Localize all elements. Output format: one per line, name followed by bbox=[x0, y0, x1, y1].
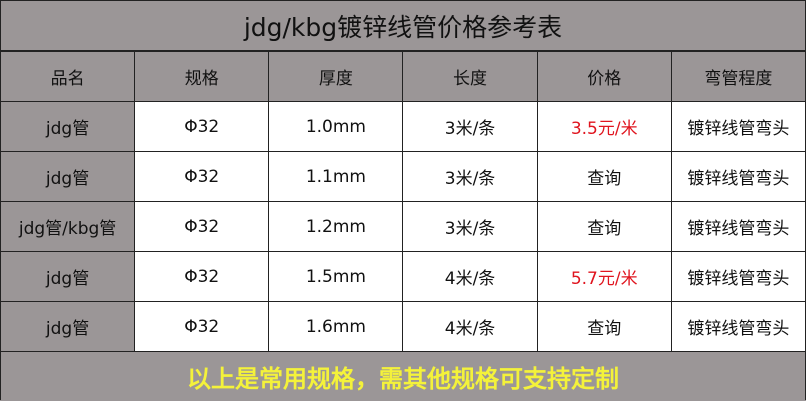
column-header: 弯管程度 bbox=[670, 51, 806, 102]
table-cell: Φ32 bbox=[134, 201, 270, 252]
table-cell: 3米/条 bbox=[402, 101, 538, 152]
table-row: jdg管 Φ32 1.5mm 4米/条 5.7元/米 镀锌线管弯头 bbox=[0, 251, 806, 302]
table-row: jdg管/kbg管 Φ32 1.2mm 3米/条 查询 镀锌线管弯头 bbox=[0, 201, 806, 252]
table-cell: 1.0mm bbox=[268, 101, 404, 152]
table-cell: 1.1mm bbox=[268, 151, 404, 202]
price-table: 品名 规格 厚度 长度 价格 弯管程度 jdg管 Φ32 1.0mm 3米/条 3.5元/米 镀锌线管… bbox=[0, 51, 806, 352]
table-cell: jdg管/kbg管 bbox=[0, 201, 136, 252]
column-header: 规格 bbox=[134, 51, 270, 102]
table-cell: Φ32 bbox=[134, 301, 270, 352]
table-cell: jdg管 bbox=[0, 101, 136, 152]
table-cell: 镀锌线管弯头 bbox=[670, 251, 806, 302]
table-cell: 查询 bbox=[536, 301, 672, 352]
table-cell: 3米/条 bbox=[402, 151, 538, 202]
footer-note: 以上是常用规格，需其他规格可支持定制 bbox=[1, 352, 805, 401]
table-row: jdg管 Φ32 1.1mm 3米/条 查询 镀锌线管弯头 bbox=[0, 151, 806, 202]
table-cell: 1.2mm bbox=[268, 201, 404, 252]
column-header: 价格 bbox=[536, 51, 672, 102]
table-cell: 5.7元/米 bbox=[536, 251, 672, 302]
table-cell: 1.5mm bbox=[268, 251, 404, 302]
column-header: 品名 bbox=[0, 51, 136, 102]
table-cell: jdg管 bbox=[0, 151, 136, 202]
table-cell: 镀锌线管弯头 bbox=[670, 301, 806, 352]
table-cell: 镀锌线管弯头 bbox=[670, 201, 806, 252]
table-cell: jdg管 bbox=[0, 251, 136, 302]
table-cell: 4米/条 bbox=[402, 301, 538, 352]
table-cell: 镀锌线管弯头 bbox=[670, 101, 806, 152]
table-row: jdg管 Φ32 1.0mm 3米/条 3.5元/米 镀锌线管弯头 bbox=[0, 101, 806, 152]
table-cell: 查询 bbox=[536, 201, 672, 252]
table-cell: Φ32 bbox=[134, 101, 270, 152]
column-header: 厚度 bbox=[268, 51, 404, 102]
table-cell: jdg管 bbox=[0, 301, 136, 352]
table-title: jdg/kbg镀锌线管价格参考表 bbox=[1, 1, 805, 51]
table-cell: Φ32 bbox=[134, 151, 270, 202]
header-row: 品名 规格 厚度 长度 价格 弯管程度 bbox=[0, 51, 806, 102]
table-cell: 3米/条 bbox=[402, 201, 538, 252]
table-cell: 3.5元/米 bbox=[536, 101, 672, 152]
table-row: jdg管 Φ32 1.6mm 4米/条 查询 镀锌线管弯头 bbox=[0, 301, 806, 352]
table-cell: 1.6mm bbox=[268, 301, 404, 352]
column-header: 长度 bbox=[402, 51, 538, 102]
table-cell: 4米/条 bbox=[402, 251, 538, 302]
table-cell: 镀锌线管弯头 bbox=[670, 151, 806, 202]
table-cell: Φ32 bbox=[134, 251, 270, 302]
table-cell: 查询 bbox=[536, 151, 672, 202]
